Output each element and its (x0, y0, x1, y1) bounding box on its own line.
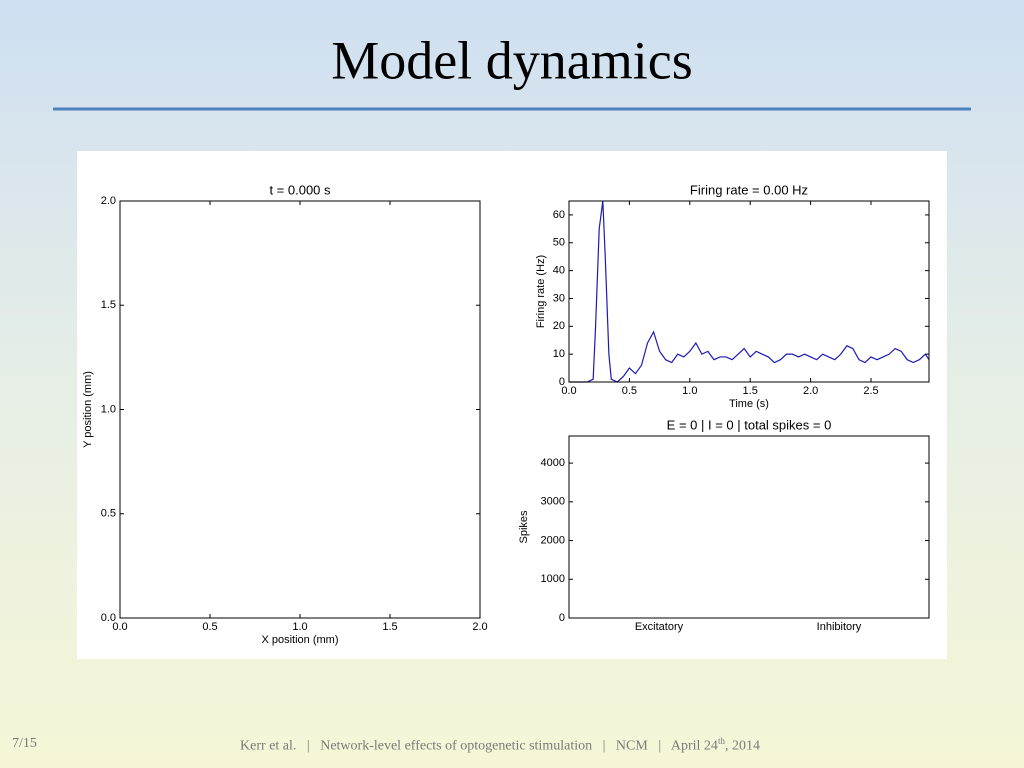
footer-separator: | (602, 738, 606, 754)
x-tick-label: 0.5 (202, 621, 217, 633)
page-number: 7/15 (12, 736, 37, 751)
x-tick-label: 1.5 (382, 621, 397, 633)
x-tick-label: 1.5 (743, 385, 758, 397)
y-tick-label: 40 (553, 265, 565, 277)
axes-frame (568, 435, 930, 619)
x-tick-label: 0.5 (622, 385, 637, 397)
y-tick-label: 0 (559, 612, 565, 624)
y-tick-label: 3000 (541, 496, 565, 508)
y-tick-label: 1.5 (101, 299, 116, 311)
y-tick-label: 1.0 (101, 403, 116, 415)
x-tick-label: 0.0 (112, 621, 127, 633)
y-tick-label: 30 (553, 292, 565, 304)
footer: Kerr et al. | Network-level effects of o… (0, 736, 1000, 755)
y-tick-label: 20 (553, 320, 565, 332)
x-axis-label: X position (mm) (261, 634, 338, 646)
y-tick-label: 2000 (541, 534, 565, 546)
y-tick-label: 1000 (541, 573, 565, 585)
figure-panel (77, 151, 947, 659)
y-tick-label: 10 (553, 348, 565, 360)
footer-separator: | (658, 738, 662, 754)
y-axis-label: Firing rate (Hz) (535, 255, 547, 328)
footer-author: Kerr et al. (240, 738, 297, 754)
chart-title: Firing rate = 0.00 Hz (690, 182, 808, 197)
y-tick-label: 4000 (541, 457, 565, 469)
y-tick-label: 60 (553, 209, 565, 221)
y-tick-label: 50 (553, 237, 565, 249)
x-tick-label: 2.0 (803, 385, 818, 397)
axes-frame (568, 200, 930, 383)
x-tick-label: 0.0 (561, 385, 576, 397)
slide-canvas: Model dynamics t = 0.000 s X position (mm… (53, 30, 971, 659)
x-tick-label: Excitatory (635, 621, 684, 633)
y-tick-label: 0.5 (101, 508, 116, 520)
y-axis-label: Y position (mm) (82, 371, 94, 448)
footer-venue: NCM (615, 738, 648, 754)
footer-talk: Network-level effects of optogenetic sti… (320, 738, 593, 754)
x-tick-label: 1.0 (292, 621, 307, 633)
x-tick-label: Inhibitory (817, 621, 862, 633)
chart-title: t = 0.000 s (269, 182, 331, 197)
footer-date: April 24 (670, 738, 718, 754)
y-tick-label: 0 (559, 376, 565, 388)
axes-frame (119, 200, 481, 619)
x-tick-label: 1.0 (682, 385, 697, 397)
chart-title: E = 0 | I = 0 | total spikes = 0 (667, 417, 832, 432)
y-tick-label: 0.0 (101, 612, 116, 624)
footer-separator: | (306, 738, 310, 754)
y-axis-label: Spikes (518, 510, 530, 544)
x-tick-label: 2.5 (863, 385, 878, 397)
footer-year: , 2014 (724, 738, 760, 754)
x-axis-label: Time (s) (729, 398, 769, 410)
slide-title: Model dynamics (331, 30, 692, 90)
x-tick-label: 2.0 (472, 621, 487, 633)
y-tick-label: 2.0 (101, 195, 116, 207)
line (569, 200, 930, 383)
footer-date-suffix: th (717, 736, 725, 746)
